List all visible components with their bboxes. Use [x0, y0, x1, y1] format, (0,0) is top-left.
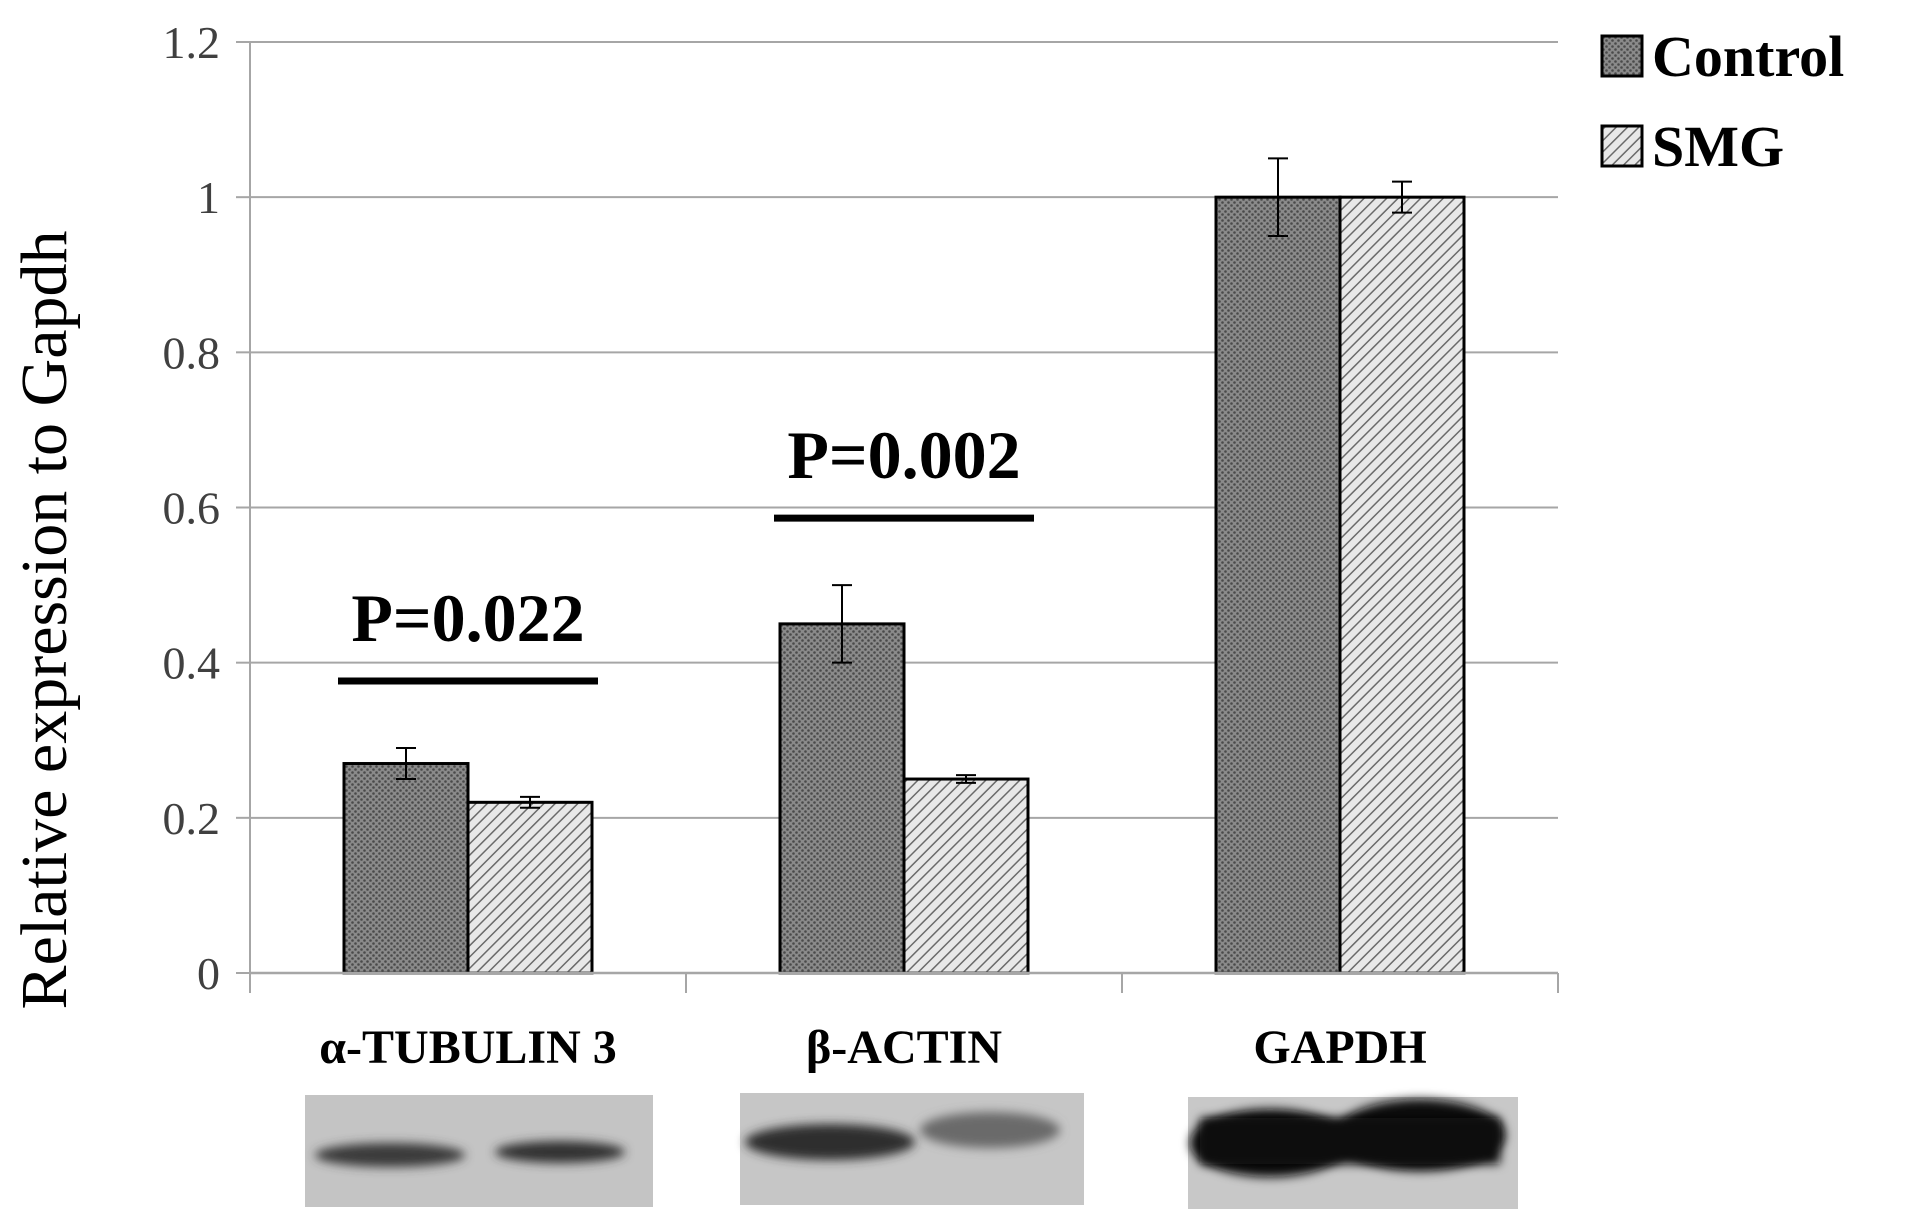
p-value-label: P=0.002	[787, 417, 1020, 493]
legend-swatch-control	[1600, 34, 1644, 78]
bar-smg-2	[1338, 195, 1466, 975]
y-tick-label: 0.8	[163, 327, 221, 378]
bar-control-1	[778, 622, 906, 975]
p-value-annotations: P=0.022 P=0.002	[338, 417, 1034, 685]
category-label: GAPDH	[1253, 1021, 1426, 1074]
bar-smg-1	[902, 777, 1030, 975]
y-tick-label: 1.2	[163, 17, 221, 68]
legend: Control SMG	[1600, 24, 1844, 179]
y-tick-label: 0.4	[163, 638, 221, 689]
y-axis-label: Relative expression to Gapdh	[8, 231, 81, 1010]
western-blot-gapdh	[1188, 1097, 1518, 1209]
western-blot-tubulin	[305, 1095, 653, 1207]
error-bar-control-0	[396, 747, 416, 781]
y-tick-label: 1	[197, 172, 220, 223]
error-bars	[396, 157, 1412, 809]
error-bar-smg-2	[1392, 180, 1412, 214]
category-labels: α-TUBULIN 3 β-ACTIN GAPDH	[319, 1021, 1426, 1074]
error-bar-smg-1	[956, 774, 976, 784]
error-bar-control-1	[832, 584, 852, 664]
bar-control-0	[342, 762, 470, 975]
legend-label-control: Control	[1652, 24, 1844, 89]
legend-label-smg: SMG	[1652, 114, 1784, 179]
legend-swatch-smg	[1600, 124, 1644, 168]
category-label: α-TUBULIN 3	[319, 1021, 617, 1074]
bar-smg-0	[466, 800, 594, 975]
y-tick-label: 0	[197, 948, 220, 999]
y-tick-labels: 0 0.2 0.4 0.6 0.8 1 1.2	[163, 17, 221, 999]
y-tick-label: 0.6	[163, 483, 221, 534]
error-bar-smg-0	[520, 795, 540, 809]
error-bar-control-2	[1268, 157, 1288, 237]
category-label: β-ACTIN	[806, 1021, 1002, 1074]
western-blot-actin	[740, 1093, 1084, 1205]
p-value-label: P=0.022	[351, 580, 584, 656]
bar-control-2	[1214, 195, 1342, 975]
x-axis	[249, 42, 1559, 993]
y-tick-label: 0.2	[163, 793, 221, 844]
